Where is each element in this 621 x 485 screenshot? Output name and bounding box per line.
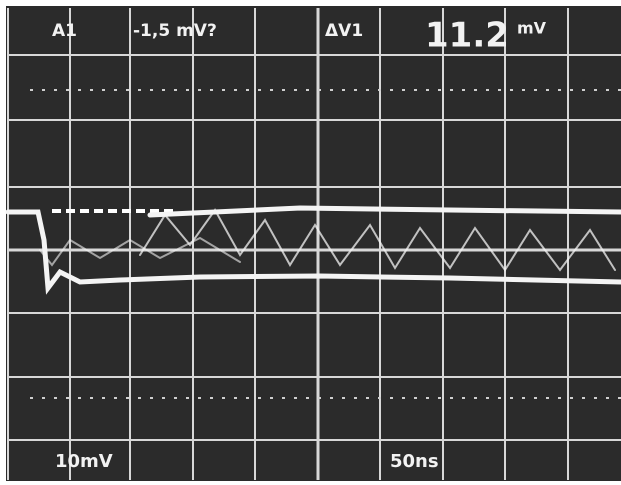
volts-per-div: 10mV — [55, 451, 113, 472]
channel-label: A1 — [52, 21, 77, 41]
delta-label: ΔV1 — [325, 21, 363, 41]
screen — [6, 6, 621, 481]
graticule — [7, 8, 621, 480]
delta-value: 11.2 — [425, 16, 509, 56]
delta-unit: mV — [517, 19, 547, 38]
time-per-div: 50ns — [390, 451, 439, 472]
trace-low — [5, 209, 621, 295]
waveform — [5, 205, 621, 295]
trace-high — [147, 205, 621, 218]
offset-readout: -1,5 mV? — [133, 21, 217, 41]
trace-ringing — [139, 208, 616, 272]
trace-noise — [39, 236, 241, 267]
